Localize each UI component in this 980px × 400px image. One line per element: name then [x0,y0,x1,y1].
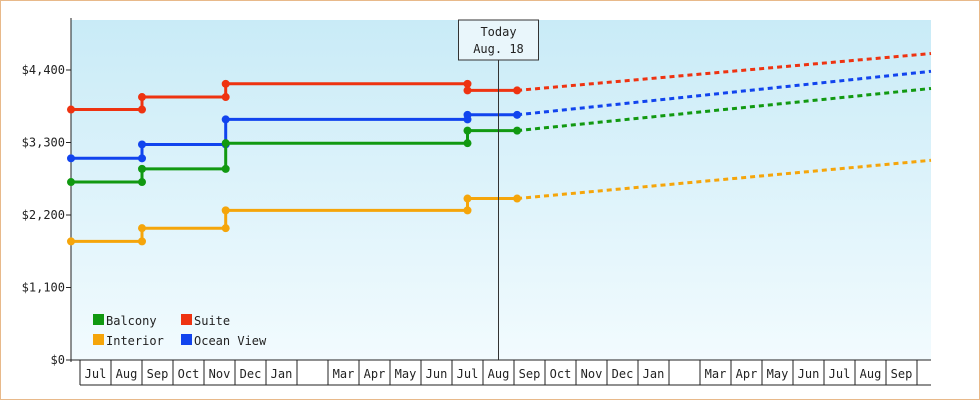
data-point [138,178,146,187]
data-point [67,237,75,246]
x-tick-label: Aug [488,367,510,381]
forecast-line-interior [516,158,932,201]
data-point [221,206,230,215]
data-point [463,79,472,88]
legend-label: Ocean View [194,334,267,348]
data-point [221,79,230,88]
x-tick-label: Jul [85,367,107,381]
data-point [221,93,230,102]
legend-label: Interior [106,334,164,348]
data-point [463,86,472,95]
x-tick-label: Sep [891,367,913,381]
legend-swatch [93,314,104,325]
data-point [67,178,75,187]
data-point [138,93,146,102]
data-point [513,126,522,135]
x-tick-label: Apr [736,367,758,381]
data-point [463,206,472,215]
x-tick-label: Dec [240,367,262,381]
data-point [463,139,472,148]
today-label: Today [480,25,516,39]
today-box [458,19,539,61]
legend-label: Suite [194,314,230,328]
x-tick-label: Oct [550,367,572,381]
data-point [138,105,146,114]
x-tick-label: Jul [829,367,851,381]
x-tick-label: Jun [426,367,448,381]
data-point [463,110,472,119]
y-tick-label: $3,300 [22,136,65,150]
data-point [513,86,522,95]
y-tick-label: $2,200 [22,208,65,222]
x-tick-label: Dec [612,367,634,381]
data-point [221,224,230,233]
y-tick-label: $1,100 [22,281,65,295]
x-tick-label: Sep [147,367,169,381]
data-point [463,194,472,203]
x-tick-label: Mar [333,367,355,381]
data-point [513,110,522,119]
x-tick-label: May [395,367,417,381]
x-tick-label: Oct [178,367,200,381]
x-tick-label: Mar [705,367,727,381]
data-point [463,126,472,135]
forecast-line-suite [516,52,932,92]
x-tick-label: Sep [519,367,541,381]
data-point [221,139,230,148]
forecast-line-ocean-view [516,69,932,117]
y-tick-label: $0 [51,353,65,367]
x-tick-label: Jan [271,367,293,381]
data-point [221,164,230,173]
x-tick-label: May [767,367,789,381]
forecast-line-balcony [516,86,932,133]
legend-label: Balcony [106,314,157,328]
x-tick-label: Nov [209,367,231,381]
data-point [513,194,522,203]
legend-swatch [93,334,104,345]
x-tick-label: Aug [860,367,882,381]
data-point [138,140,146,149]
x-tick-label: Nov [581,367,603,381]
x-tick-label: Jul [457,367,479,381]
data-point [138,224,146,233]
data-point [138,164,146,173]
x-tick-label: Jan [643,367,665,381]
data-point [138,154,146,163]
data-point [138,237,146,246]
legend-swatch [181,314,192,325]
data-point [67,154,75,163]
today-date: Aug. 18 [473,42,524,56]
y-tick-label: $4,400 [22,63,65,77]
x-tick-label: Apr [364,367,386,381]
data-point [67,105,75,114]
x-tick-label: Jun [798,367,820,381]
data-point [221,115,230,124]
legend-swatch [181,334,192,345]
x-tick-label: Aug [116,367,138,381]
plot-area [71,20,931,360]
